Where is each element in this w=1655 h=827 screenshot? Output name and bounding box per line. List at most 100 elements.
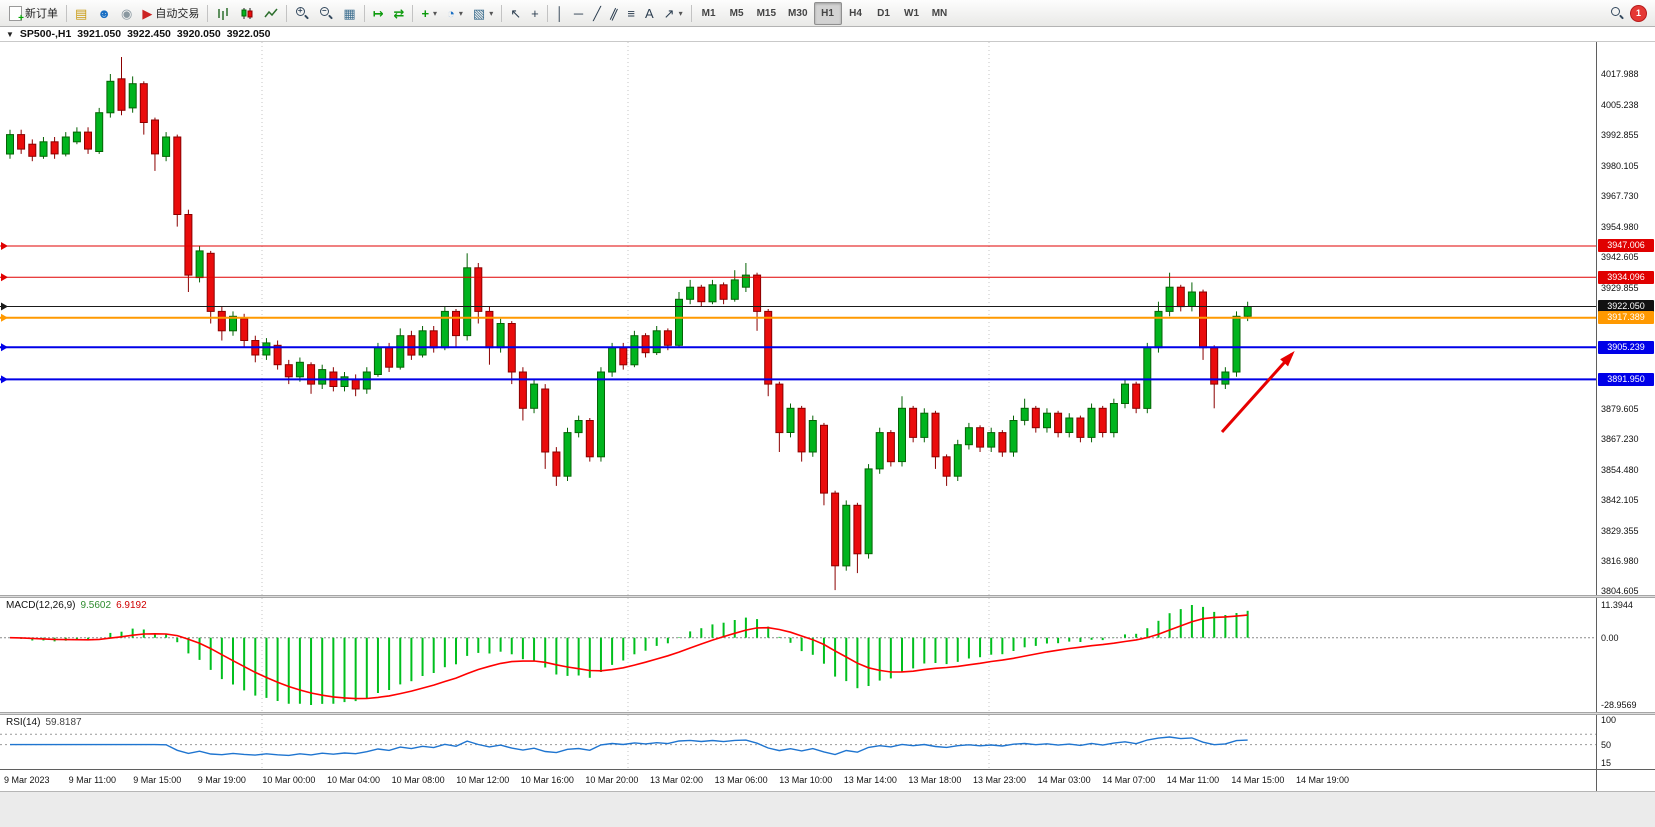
autotrade-button[interactable]: ▶ 自动交易 xyxy=(137,2,204,25)
rsi-value: 59.8187 xyxy=(45,717,82,728)
toolbar-separator xyxy=(66,4,67,22)
market-watch-icon: ☻ xyxy=(97,5,111,21)
auto-scroll-icon: ↦ xyxy=(372,5,384,21)
panel-splitter[interactable] xyxy=(0,712,1655,715)
chart-shift-button[interactable]: ⇄ xyxy=(389,2,410,25)
price-badge: 3922.050 xyxy=(1598,299,1654,313)
price-axis[interactable]: 4017.988 4005.238 3992.855 3980.105 3967.730… xyxy=(1596,42,1655,595)
line-chart-type-button[interactable] xyxy=(259,2,283,25)
chart-symbol-period: SP500-,H1 xyxy=(19,28,72,40)
time-axis-label: 10 Mar 00:00 xyxy=(262,775,316,785)
rsi-axis[interactable]: 100 50 15 xyxy=(1596,715,1655,769)
line-chart-icon xyxy=(264,8,278,17)
timeframe-mn[interactable]: MN xyxy=(931,7,948,19)
chevron-down-icon: ▾ xyxy=(433,8,438,18)
templates-button[interactable]: ▧ ▾ xyxy=(468,2,498,25)
bar-chart-type-button[interactable] xyxy=(211,2,235,25)
autotrade-icon: ▶ xyxy=(142,5,153,21)
candlestick-chart[interactable] xyxy=(0,42,1596,595)
cursor-tool-button[interactable]: ↖ xyxy=(505,2,526,25)
vertical-line-tool-button[interactable]: │ xyxy=(551,2,569,25)
price-axis-label: 3879.605 xyxy=(1601,404,1639,415)
search-icon[interactable] xyxy=(1610,6,1624,20)
horizontal-line-tool-button[interactable]: ─ xyxy=(569,2,588,25)
charts-button[interactable]: ▤ xyxy=(70,2,92,25)
timeframe-d1[interactable]: D1 xyxy=(877,7,890,19)
time-axis-label: 9 Mar 19:00 xyxy=(197,775,246,785)
zoom-in-button[interactable]: + xyxy=(290,2,314,25)
crosshair-tool-button[interactable]: + xyxy=(526,2,544,25)
timeframe-m5[interactable]: M5 xyxy=(729,7,744,19)
main-toolbar: + 新订单 ▤ ☻ ◉ ▶ 自动交易 + − ▦ ↦ ⇄ + ▾ ◔ ▾ ▧ ▾ ↖ … xyxy=(0,0,1655,27)
macd-signal-value: 6.9192 xyxy=(116,600,147,611)
timeframe-group: M1 M5 M15 M30 H1 H4 D1 W1 MN xyxy=(695,1,954,25)
time-axis[interactable]: 9 Mar 2023 9 Mar 11:00 9 Mar 15:00 9 Mar 19… xyxy=(0,769,1596,791)
price-badge: 3947.006 xyxy=(1598,239,1654,253)
chevron-down-icon: ▾ xyxy=(458,8,463,18)
candle-chart-type-button[interactable] xyxy=(235,2,259,25)
trendline-tool-button[interactable]: ╱ xyxy=(588,2,606,25)
price-axis-label: 3854.480 xyxy=(1601,465,1639,476)
collapse-triangle-icon[interactable]: ▼ xyxy=(6,29,14,39)
rsi-chart[interactable] xyxy=(0,715,1596,769)
toolbar-separator xyxy=(412,4,414,22)
price-axis-label: 4017.988 xyxy=(1601,69,1639,79)
macd-header: MACD(12,26,9) 9.5602 6.9192 xyxy=(6,600,147,611)
zoom-out-button[interactable]: − xyxy=(314,2,338,25)
navigator-button[interactable]: ◉ xyxy=(116,2,137,25)
new-order-button[interactable]: + 新订单 xyxy=(4,2,63,25)
price-axis-label: 3842.105 xyxy=(1601,495,1639,506)
timeframe-m1[interactable]: M1 xyxy=(701,7,716,19)
price-axis-label: 3816.980 xyxy=(1601,556,1639,567)
rsi-axis-label: 100 xyxy=(1601,715,1617,725)
price-badge: 3891.950 xyxy=(1598,372,1654,386)
time-axis-label: 13 Mar 23:00 xyxy=(973,775,1027,785)
notification-badge[interactable]: 1 xyxy=(1630,4,1647,22)
auto-scroll-button[interactable]: ↦ xyxy=(368,2,389,25)
macd-axis[interactable]: 11.3944 0.00 -28.9569 xyxy=(1596,598,1655,712)
minus-icon: − xyxy=(321,6,327,15)
macd-main-value: 9.5602 xyxy=(80,600,112,611)
ohlc-close: 3922.050 xyxy=(226,28,271,40)
timeframe-m30[interactable]: M30 xyxy=(788,7,808,19)
time-axis-label: 13 Mar 14:00 xyxy=(843,775,897,785)
time-axis-label: 14 Mar 15:00 xyxy=(1231,775,1285,785)
macd-axis-label: -28.9569 xyxy=(1601,700,1637,710)
channel-tool-button[interactable]: ∥ xyxy=(606,2,623,25)
chevron-down-icon: ▾ xyxy=(678,8,683,18)
tile-windows-button[interactable]: ▦ xyxy=(338,2,360,25)
text-tool-icon: A xyxy=(645,5,654,21)
panel-splitter[interactable] xyxy=(0,595,1655,598)
periods-button[interactable]: ◔ ▾ xyxy=(442,2,468,25)
charts-icon: ▤ xyxy=(75,5,88,21)
fibonacci-tool-button[interactable]: ≡ xyxy=(622,2,640,25)
price-axis-label: 3829.355 xyxy=(1601,526,1639,537)
main-chart-plot[interactable] xyxy=(0,42,1596,595)
timeframe-m15[interactable]: M15 xyxy=(756,7,777,19)
rsi-panel[interactable]: RSI(14) 59.8187 xyxy=(0,715,1596,769)
market-watch-button[interactable]: ☻ xyxy=(92,2,116,25)
text-tool-button[interactable]: A xyxy=(640,2,659,25)
axis-corner xyxy=(1596,769,1655,791)
indicators-button[interactable]: + ▾ xyxy=(416,2,442,25)
price-badge: 3934.096 xyxy=(1598,270,1654,284)
price-axis-label: 3954.980 xyxy=(1601,221,1639,232)
macd-panel[interactable]: MACD(12,26,9) 9.5602 6.9192 xyxy=(0,598,1596,712)
timeframe-h1[interactable]: H1 xyxy=(813,1,842,25)
price-axis-label: 4005.238 xyxy=(1601,99,1639,110)
tile-windows-icon: ▦ xyxy=(343,5,356,21)
timeframe-h4[interactable]: H4 xyxy=(849,7,862,19)
chevron-down-icon: ▾ xyxy=(489,8,494,18)
macd-chart[interactable] xyxy=(0,598,1596,712)
chart-window: ▼ SP500-,H1 3921.050 3922.450 3920.050 3… xyxy=(0,27,1655,791)
toolbar-separator xyxy=(363,4,365,22)
price-axis-label: 3929.855 xyxy=(1601,282,1639,293)
trendline-icon: ╱ xyxy=(593,5,601,21)
arrows-tool-button[interactable]: ↗ ▾ xyxy=(659,2,688,25)
timeframe-w1[interactable]: W1 xyxy=(904,7,919,19)
macd-axis-label: 11.3944 xyxy=(1601,600,1633,610)
toolbar-separator xyxy=(286,4,288,22)
zoom-out-icon: − xyxy=(319,6,333,20)
ohlc-open: 3921.050 xyxy=(77,28,122,40)
vertical-line-icon: │ xyxy=(555,5,564,21)
